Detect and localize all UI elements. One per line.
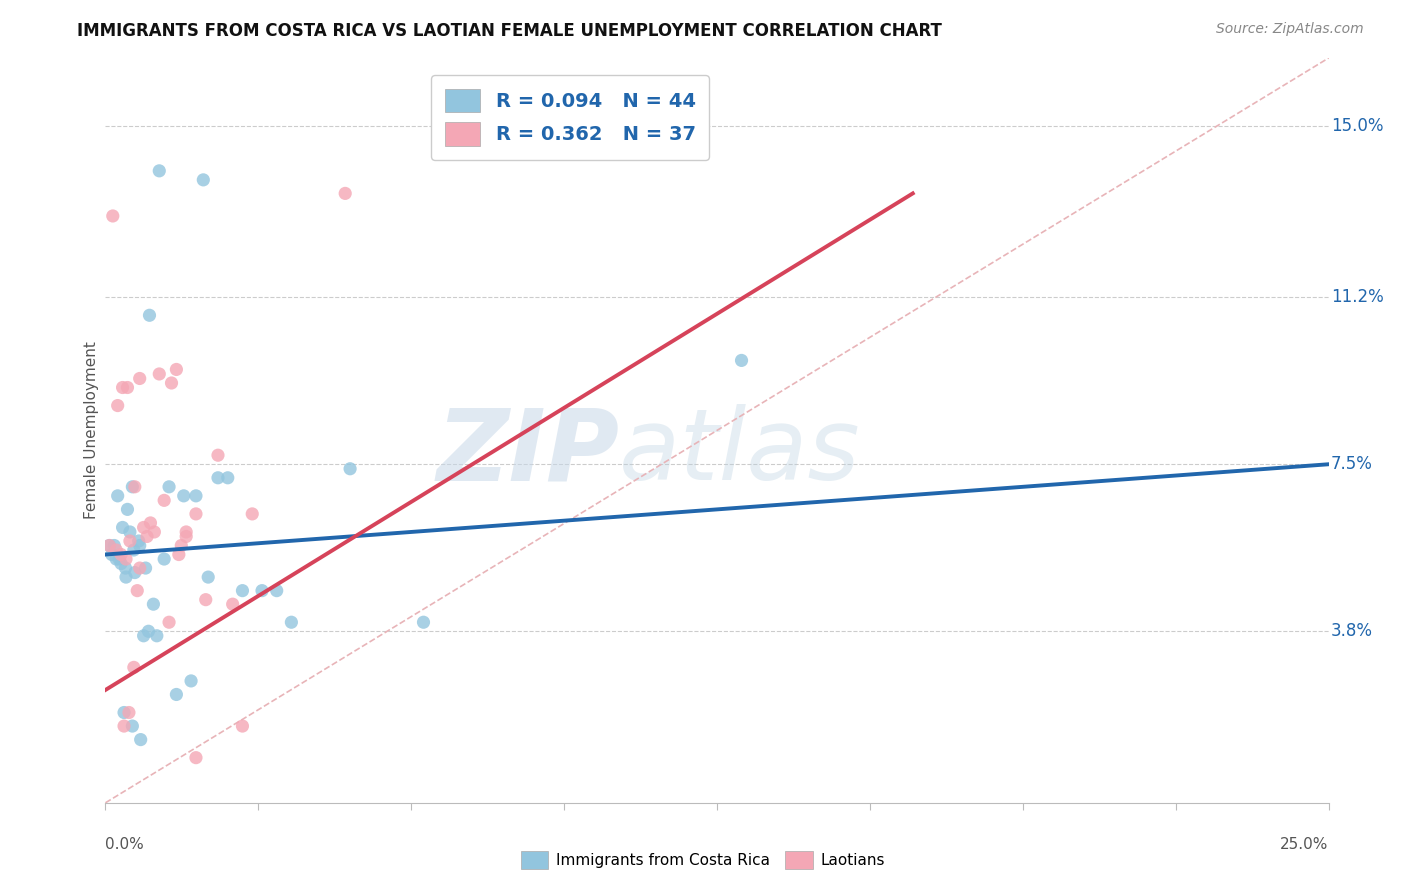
Point xyxy=(136,529,159,543)
Point xyxy=(160,376,183,390)
Point xyxy=(122,660,145,674)
Text: 7.5%: 7.5% xyxy=(1331,455,1374,474)
Point xyxy=(184,507,207,521)
Point xyxy=(115,552,138,566)
Point xyxy=(157,615,180,630)
Y-axis label: Female Unemployment: Female Unemployment xyxy=(84,342,98,519)
Point xyxy=(115,570,138,584)
Text: 11.2%: 11.2% xyxy=(1331,288,1384,306)
Point xyxy=(280,615,302,630)
Point xyxy=(121,719,143,733)
Point xyxy=(217,471,239,485)
Point xyxy=(167,548,190,562)
Point xyxy=(193,173,215,187)
Text: Source: ZipAtlas.com: Source: ZipAtlas.com xyxy=(1216,22,1364,37)
Point xyxy=(103,539,125,553)
Point xyxy=(124,566,146,580)
Point xyxy=(165,688,187,702)
Point xyxy=(105,543,128,558)
Point xyxy=(121,480,143,494)
Point xyxy=(153,552,176,566)
Point xyxy=(184,750,207,764)
Point xyxy=(339,462,361,476)
Text: ZIP: ZIP xyxy=(436,404,619,501)
Point xyxy=(128,371,150,385)
Point xyxy=(118,533,141,548)
Point xyxy=(118,524,141,539)
Point xyxy=(128,561,150,575)
Point xyxy=(157,480,180,494)
Point xyxy=(143,524,166,539)
Text: 3.8%: 3.8% xyxy=(1331,623,1374,640)
Point xyxy=(250,583,273,598)
Point xyxy=(335,186,357,201)
Point xyxy=(170,539,193,553)
Point xyxy=(194,592,217,607)
Point xyxy=(174,524,197,539)
Point xyxy=(128,539,150,553)
Legend: R = 0.094   N = 44, R = 0.362   N = 37: R = 0.094 N = 44, R = 0.362 N = 37 xyxy=(432,75,709,160)
Point xyxy=(127,583,149,598)
Point xyxy=(231,719,253,733)
Point xyxy=(117,380,139,394)
Point xyxy=(98,539,121,553)
Point xyxy=(111,380,134,394)
Text: IMMIGRANTS FROM COSTA RICA VS LAOTIAN FEMALE UNEMPLOYMENT CORRELATION CHART: IMMIGRANTS FROM COSTA RICA VS LAOTIAN FE… xyxy=(77,22,942,40)
Point xyxy=(148,367,170,381)
Legend: Immigrants from Costa Rica, Laotians: Immigrants from Costa Rica, Laotians xyxy=(515,845,891,875)
Point xyxy=(138,308,160,322)
Point xyxy=(165,362,187,376)
Point xyxy=(142,597,165,611)
Point xyxy=(174,529,197,543)
Point xyxy=(107,489,129,503)
Point xyxy=(173,489,195,503)
Point xyxy=(266,583,288,598)
Point xyxy=(107,399,129,413)
Point xyxy=(124,480,146,494)
Text: 15.0%: 15.0% xyxy=(1331,117,1384,135)
Point xyxy=(112,706,135,720)
Point xyxy=(114,561,136,575)
Point xyxy=(240,507,263,521)
Point xyxy=(139,516,162,530)
Point xyxy=(101,548,124,562)
Text: 25.0%: 25.0% xyxy=(1281,837,1329,852)
Point xyxy=(412,615,434,630)
Point xyxy=(146,629,169,643)
Point xyxy=(132,629,155,643)
Point xyxy=(105,552,128,566)
Point xyxy=(118,706,141,720)
Point xyxy=(180,673,202,688)
Point xyxy=(110,548,132,562)
Point xyxy=(221,597,243,611)
Text: atlas: atlas xyxy=(619,404,860,501)
Point xyxy=(110,557,132,571)
Point xyxy=(129,732,152,747)
Text: 0.0%: 0.0% xyxy=(105,837,145,852)
Point xyxy=(112,719,135,733)
Point xyxy=(730,353,752,368)
Point xyxy=(111,520,134,534)
Point xyxy=(207,471,229,485)
Point xyxy=(184,489,207,503)
Point xyxy=(101,209,124,223)
Point xyxy=(135,561,157,575)
Point xyxy=(153,493,176,508)
Point xyxy=(231,583,253,598)
Point xyxy=(197,570,219,584)
Point xyxy=(122,543,145,558)
Point xyxy=(128,533,150,548)
Point xyxy=(132,520,155,534)
Point xyxy=(138,624,160,639)
Point xyxy=(117,502,139,516)
Point xyxy=(98,539,121,553)
Point xyxy=(148,164,170,178)
Point xyxy=(108,552,131,566)
Point xyxy=(207,448,229,462)
